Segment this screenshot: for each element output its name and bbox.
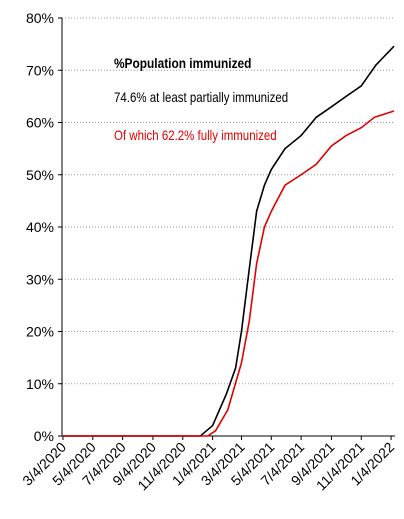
y-tick-label: 50% (26, 167, 54, 183)
line (62, 45, 395, 437)
y-tick-label: 40% (26, 219, 54, 235)
annotation: 74.6% at least partially immunized (114, 89, 288, 105)
y-tick-label: 70% (26, 62, 54, 78)
y-tick-label: 30% (26, 271, 54, 287)
line (62, 110, 395, 437)
annotation: Of which 62.2% fully immunized (114, 127, 277, 143)
chart-title: %Population immunized (114, 55, 251, 71)
y-tick-label: 20% (26, 324, 54, 340)
y-tick-label: 10% (26, 376, 54, 392)
y-tick-label: 60% (26, 115, 54, 131)
y-tick-label: 80% (26, 10, 54, 26)
y-tick-label: 0% (34, 428, 54, 444)
